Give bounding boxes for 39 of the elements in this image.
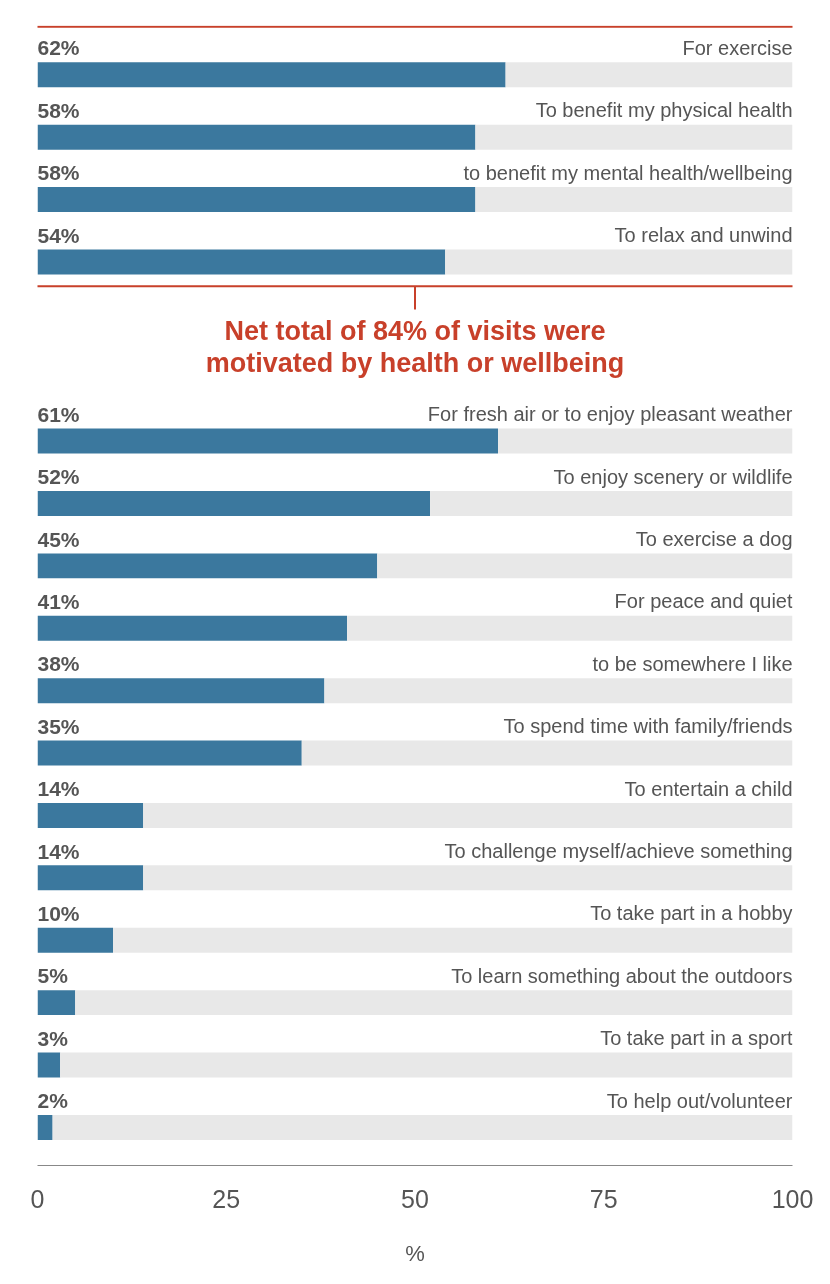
- y-tick-label: To take part in a hobby: [590, 902, 793, 925]
- x-tick-label: 100: [771, 1184, 814, 1213]
- annotation: Net total of 84% of visits were motivated by health or wellbeing: [205, 315, 625, 379]
- y-tick-label: For fresh air or to enjoy pleasant weather: [427, 403, 793, 426]
- data-label: 38%: [37, 652, 80, 676]
- data-label: 35%: [37, 714, 80, 738]
- y-tick-label: To enjoy scenery or wildlife: [553, 465, 793, 488]
- y-tick-label: To learn something about the outdoors: [451, 964, 793, 987]
- x-axis-title: %: [405, 1240, 425, 1266]
- data-label: 62%: [37, 36, 80, 60]
- data-label: 14%: [37, 839, 80, 863]
- x-tick-label: 75: [589, 1184, 618, 1213]
- y-tick-label: To benefit my physical health: [535, 99, 793, 122]
- data-label: 61%: [37, 402, 80, 426]
- data-label: 54%: [37, 223, 80, 247]
- data-label: 2%: [37, 1089, 69, 1113]
- y-tick-label: To take part in a sport: [600, 1027, 793, 1050]
- y-tick-label: To help out/volunteer: [606, 1089, 793, 1112]
- y-tick-label: For exercise: [682, 36, 793, 59]
- y-tick-label: To entertain a child: [624, 777, 793, 800]
- data-label: 14%: [37, 777, 80, 801]
- x-tick-label: 0: [30, 1184, 45, 1213]
- data-label: 10%: [37, 901, 80, 925]
- data-label: 58%: [37, 161, 80, 185]
- y-tick-label: To spend time with family/friends: [503, 715, 793, 738]
- y-tick-label: to be somewhere I like: [592, 652, 793, 675]
- y-tick-label: To relax and unwind: [614, 224, 793, 247]
- y-tick-label: to benefit my mental health/wellbeing: [463, 161, 793, 184]
- data-label: 5%: [37, 964, 69, 988]
- y-tick-label: For peace and quiet: [614, 590, 793, 613]
- data-label: 45%: [37, 527, 80, 551]
- data-label: 41%: [37, 589, 80, 613]
- data-label: 52%: [37, 465, 80, 489]
- data-label: 3%: [37, 1026, 69, 1050]
- y-tick-label: To challenge myself/achieve something: [444, 840, 793, 863]
- y-tick-label: To exercise a dog: [635, 528, 793, 551]
- x-tick-label: 25: [212, 1184, 241, 1213]
- x-tick-label: 50: [401, 1184, 429, 1213]
- data-label: 58%: [37, 98, 80, 122]
